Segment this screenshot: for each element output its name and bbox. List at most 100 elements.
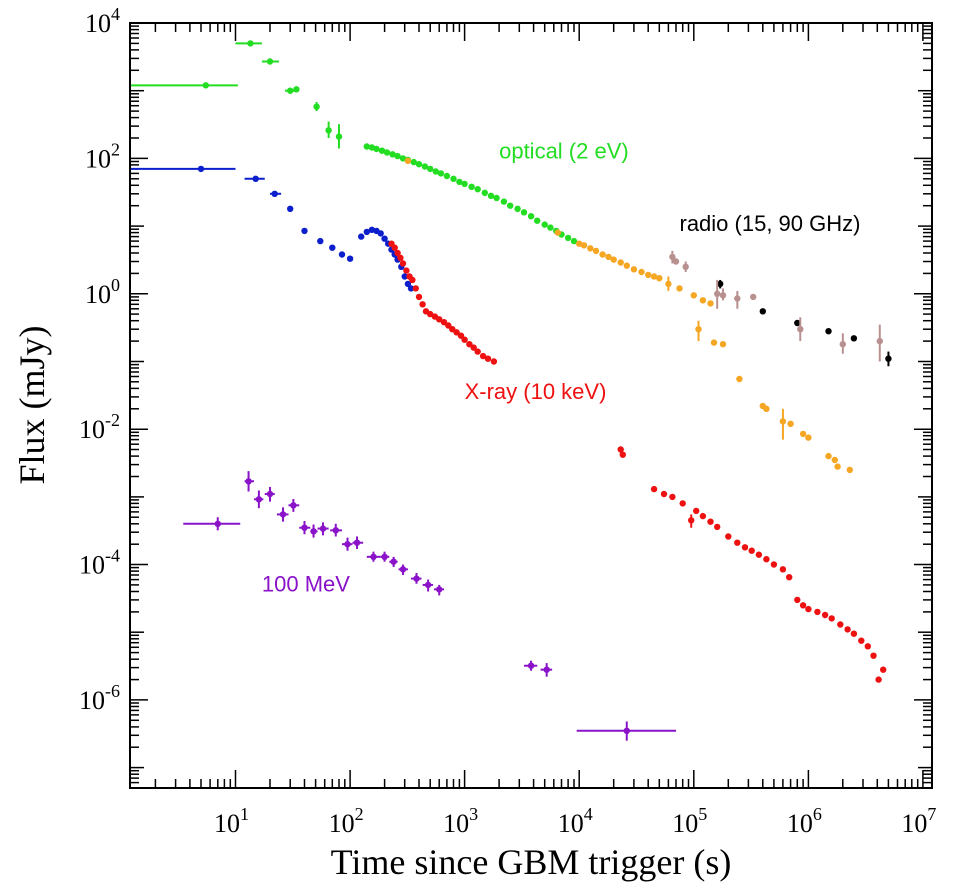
data-point [247, 40, 254, 47]
data-point [714, 523, 721, 531]
data-point [514, 205, 521, 212]
data-point [373, 145, 380, 153]
data-point [846, 466, 853, 474]
data-point [470, 344, 477, 351]
data-point [487, 192, 495, 199]
data-point [394, 249, 401, 257]
data-point [474, 348, 481, 355]
x-tick-label: 103 [443, 804, 478, 838]
data-point [520, 209, 528, 216]
data-point [617, 446, 624, 453]
tick-labels: 101 102 103 104 105 106 107 10-6 10-4 10-2 100 102 1… [79, 4, 936, 838]
data-point [271, 190, 278, 197]
data-point [399, 155, 407, 162]
data-point [676, 285, 683, 292]
data-point [436, 586, 443, 593]
data-point [461, 180, 468, 188]
data-point [610, 256, 617, 263]
data-point [290, 502, 297, 509]
data-point [693, 507, 700, 515]
data-point [786, 574, 793, 581]
axis-ticks [130, 22, 932, 789]
data-point [638, 268, 645, 276]
data-point [377, 230, 384, 237]
data-point [534, 217, 541, 224]
data-point [650, 273, 658, 280]
data-point [301, 524, 308, 531]
y-tick-label: 102 [85, 139, 120, 173]
data-point [415, 161, 423, 168]
data-point [679, 500, 686, 507]
data-point [484, 355, 492, 362]
x-tick-label: 105 [672, 804, 707, 838]
x-tick-label: 107 [901, 804, 936, 838]
data-point [338, 251, 346, 258]
series-label: 100 MeV [262, 572, 350, 597]
data-point [381, 235, 388, 242]
series-4: 100 MeV [183, 471, 677, 741]
data-point [313, 103, 320, 110]
data-point [468, 183, 475, 190]
data-point [850, 630, 858, 637]
data-marks: optical (2 eV) X-ray (10 keV) 100 MeV radio… [130, 40, 892, 741]
data-point [688, 517, 695, 524]
data-point [389, 151, 396, 158]
data-point [287, 205, 294, 212]
data-point [391, 244, 398, 251]
data-point [424, 581, 432, 589]
data-point [656, 275, 663, 282]
data-point [669, 253, 676, 261]
data-point [587, 245, 594, 252]
data-point [834, 463, 841, 470]
data-point [875, 676, 882, 683]
data-point [779, 418, 787, 425]
data-point [507, 202, 514, 209]
data-point [293, 86, 300, 93]
data-point [378, 147, 386, 154]
data-point [623, 262, 630, 269]
data-point [763, 556, 770, 563]
data-point [695, 326, 702, 333]
data-point [541, 221, 548, 228]
data-point [814, 608, 821, 616]
data-point [397, 254, 404, 261]
data-point [363, 228, 370, 236]
data-point [255, 496, 263, 503]
data-point [794, 596, 801, 604]
data-point [725, 533, 732, 540]
data-point [831, 456, 838, 464]
data-point [825, 328, 832, 335]
data-point [543, 666, 550, 673]
data-point [419, 301, 426, 308]
data-point [214, 520, 221, 527]
data-point [707, 300, 714, 307]
data-point [690, 292, 697, 299]
data-point [605, 253, 612, 261]
data-point [770, 561, 778, 568]
data-point [479, 352, 487, 360]
y-tick-label: 100 [85, 275, 120, 309]
data-point [799, 430, 807, 438]
data-point [443, 172, 451, 180]
data-point [844, 626, 851, 633]
data-point [399, 260, 407, 267]
data-point [466, 341, 473, 348]
data-point [432, 168, 439, 175]
data-point [794, 319, 801, 327]
data-point [779, 566, 787, 573]
plot-frame [129, 22, 933, 789]
y-tick-label: 10-2 [79, 410, 120, 444]
data-point [346, 255, 354, 262]
data-point [554, 229, 561, 236]
data-point [301, 227, 308, 235]
data-point [410, 158, 417, 166]
data-point [799, 602, 807, 609]
series-label: radio (15, 90 GHz) [680, 211, 861, 236]
data-point [358, 233, 365, 240]
data-point [839, 341, 846, 348]
data-point [437, 170, 445, 177]
y-axis-title: Flux (mJy) [12, 325, 52, 484]
series-6 [669, 250, 883, 362]
data-point [474, 186, 481, 193]
